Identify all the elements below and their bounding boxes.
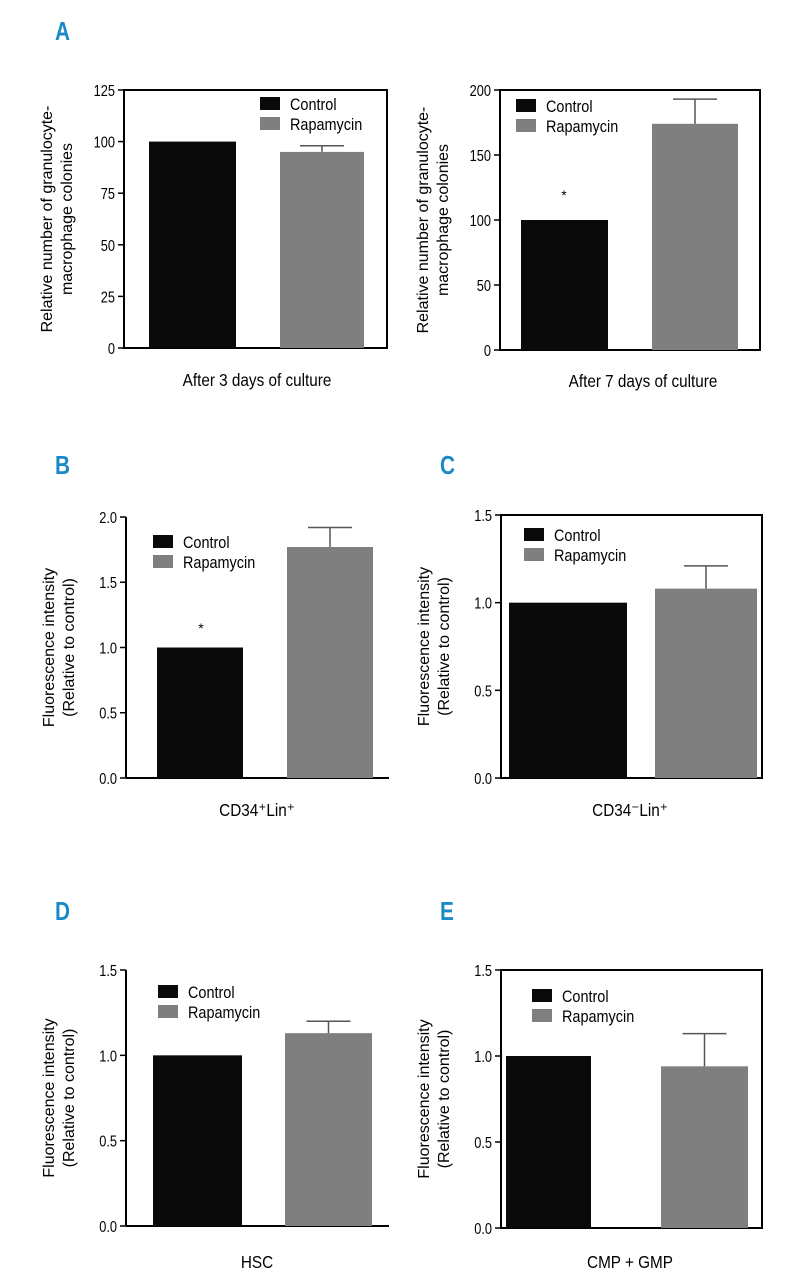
y-axis-label: (Relative to control) [436,1030,453,1169]
y-axis-label: (Relative to control) [61,1029,78,1168]
bar-control [157,647,243,778]
bar-control [149,141,236,348]
y-axis-label: macrophage colonies [59,143,76,295]
y-tick-label: 0 [484,343,491,361]
legend-label-control: Control [562,988,609,1006]
axes-frame [500,969,763,1229]
y-tick-label: 1.0 [99,640,117,658]
x-axis-label: HSC [241,1252,273,1272]
y-axis-label: (Relative to control) [61,578,78,717]
y-tick-label: 0.0 [474,1221,492,1239]
significance-asterisk: * [198,620,204,636]
bar-rapamycin [655,588,757,778]
y-tick-label: 0.5 [99,1133,117,1151]
chart-d-4: 0.0 0.5 1.0 1.5 Fluorescence intensity (Relat… [41,963,389,1272]
y-tick-label: 2.0 [99,510,117,528]
legend-swatch-rapamycin [524,548,544,561]
bar-control [521,220,608,350]
bar-rapamycin [287,547,373,778]
bar-rapamycin [285,1033,372,1226]
legend-label-control: Control [183,534,230,552]
bar-rapamycin [280,151,364,348]
chart-a-1: 0 50 100 150 200 Relative number of granulocy… [415,83,761,391]
y-axis-label: Fluorescence intensity [416,567,433,726]
y-tick-label: 0.0 [474,771,492,789]
y-tick-label: 25 [101,289,115,307]
panel-label-a: A [55,16,71,46]
legend-swatch-rapamycin [158,1005,178,1018]
legend-label-rapamycin: Rapamycin [188,1004,260,1022]
y-axis-label: Relative number of granulocyte- [415,107,432,334]
legend-label-rapamycin: Rapamycin [546,118,618,136]
y-tick-label: 1.5 [474,508,492,526]
y-axis-label: Fluorescence intensity [416,1019,433,1178]
legend-label-control: Control [290,96,337,114]
y-tick-label: 50 [477,278,491,296]
legend-swatch-rapamycin [153,555,173,568]
y-tick-label: 1.0 [99,1048,117,1066]
x-axis-label: CMP + GMP [587,1252,673,1272]
y-tick-label: 125 [94,83,115,101]
y-tick-label: 75 [101,186,115,204]
y-tick-label: 1.0 [474,595,492,613]
y-tick-label: 200 [470,83,491,101]
y-tick-label: 1.5 [99,575,117,593]
x-axis-label: After 3 days of culture [183,370,332,390]
legend-label-rapamycin: Rapamycin [183,554,255,572]
axes-frame [123,89,388,349]
bar-rapamycin [661,1066,748,1228]
panel-label-e: E [440,896,454,926]
x-axis-label: CD34⁺Lin⁺ [219,800,295,820]
y-tick-label: 100 [470,213,491,231]
y-tick-label: 0.5 [99,705,117,723]
bar-control [506,1056,591,1228]
y-tick-label: 0.0 [99,771,117,789]
legend-swatch-control [153,535,173,548]
y-axis-label: (Relative to control) [436,577,453,716]
bar-rapamycin [652,123,738,350]
y-tick-label: 0.5 [474,1135,492,1153]
chart-e-5: 0.0 0.5 1.0 1.5 Fluorescence intensity (Relat… [416,963,763,1272]
legend-swatch-rapamycin [260,117,280,130]
y-tick-label: 50 [101,238,115,256]
panel-label-c: C [440,450,456,480]
legend-swatch-rapamycin [516,119,536,132]
panel-label-d: D [55,896,71,926]
y-axis-label: Fluorescence intensity [41,1018,58,1177]
legend-label-rapamycin: Rapamycin [554,547,626,565]
x-axis-label: CD34⁻Lin⁺ [592,800,668,820]
y-tick-label: 0 [108,341,115,359]
y-tick-label: 0.0 [99,1219,117,1237]
y-axis-label: Fluorescence intensity [41,568,58,727]
legend-label-control: Control [188,984,235,1002]
y-tick-label: 1.5 [474,963,492,981]
panel-label-b: B [55,450,71,480]
legend-swatch-control [158,985,178,998]
bar-control [153,1055,242,1226]
significance-asterisk: * [561,187,567,203]
y-tick-label: 0.5 [474,683,492,701]
y-axis-label: Relative number of granulocyte- [39,106,56,333]
legend-swatch-control [516,99,536,112]
chart-a-0: 0 25 50 75 100 125 Relative number of granuloc… [39,83,388,390]
legend-label-control: Control [554,527,601,545]
axes-frame [500,514,763,779]
legend-swatch-rapamycin [532,1009,552,1022]
chart-b-2: 0.0 0.5 1.0 1.5 2.0 Fluorescence intensity (Re… [41,510,389,820]
y-tick-label: 100 [94,134,115,152]
legend-label-rapamycin: Rapamycin [562,1008,634,1026]
legend-label-control: Control [546,98,593,116]
y-tick-label: 1.5 [99,963,117,981]
chart-c-3: 0.0 0.5 1.0 1.5 Fluorescence intensity (Relat… [416,508,763,820]
legend-label-rapamycin: Rapamycin [290,116,362,134]
legend-swatch-control [260,97,280,110]
y-tick-label: 150 [470,148,491,166]
legend-swatch-control [532,989,552,1002]
legend-swatch-control [524,528,544,541]
y-axis-label: macrophage colonies [435,144,452,296]
y-tick-label: 1.0 [474,1049,492,1067]
x-axis-label: After 7 days of culture [569,371,718,391]
bar-control [509,602,627,778]
